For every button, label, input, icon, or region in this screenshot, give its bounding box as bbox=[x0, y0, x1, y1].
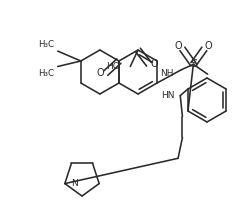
Text: O: O bbox=[175, 41, 182, 51]
Text: N: N bbox=[71, 179, 78, 188]
Text: H₃C: H₃C bbox=[38, 40, 54, 49]
Text: HO: HO bbox=[107, 62, 120, 71]
Text: H₃C: H₃C bbox=[38, 69, 54, 78]
Text: NH: NH bbox=[160, 69, 174, 78]
Text: O: O bbox=[205, 41, 212, 51]
Text: HN: HN bbox=[161, 91, 174, 100]
Text: O: O bbox=[97, 68, 105, 78]
Text: S: S bbox=[190, 59, 197, 69]
Text: O: O bbox=[150, 59, 158, 69]
